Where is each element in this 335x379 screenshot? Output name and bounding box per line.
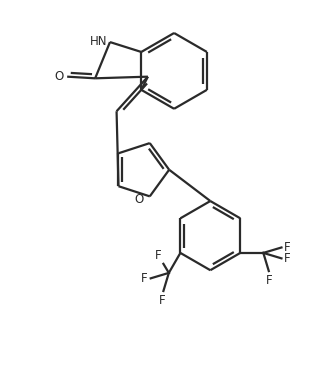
Text: F: F [284, 241, 291, 254]
Text: F: F [141, 272, 147, 285]
Text: F: F [265, 274, 272, 287]
Text: F: F [155, 249, 162, 262]
Text: HN: HN [90, 34, 107, 48]
Text: O: O [134, 193, 143, 206]
Text: F: F [284, 252, 291, 265]
Text: O: O [54, 70, 63, 83]
Text: F: F [158, 294, 165, 307]
